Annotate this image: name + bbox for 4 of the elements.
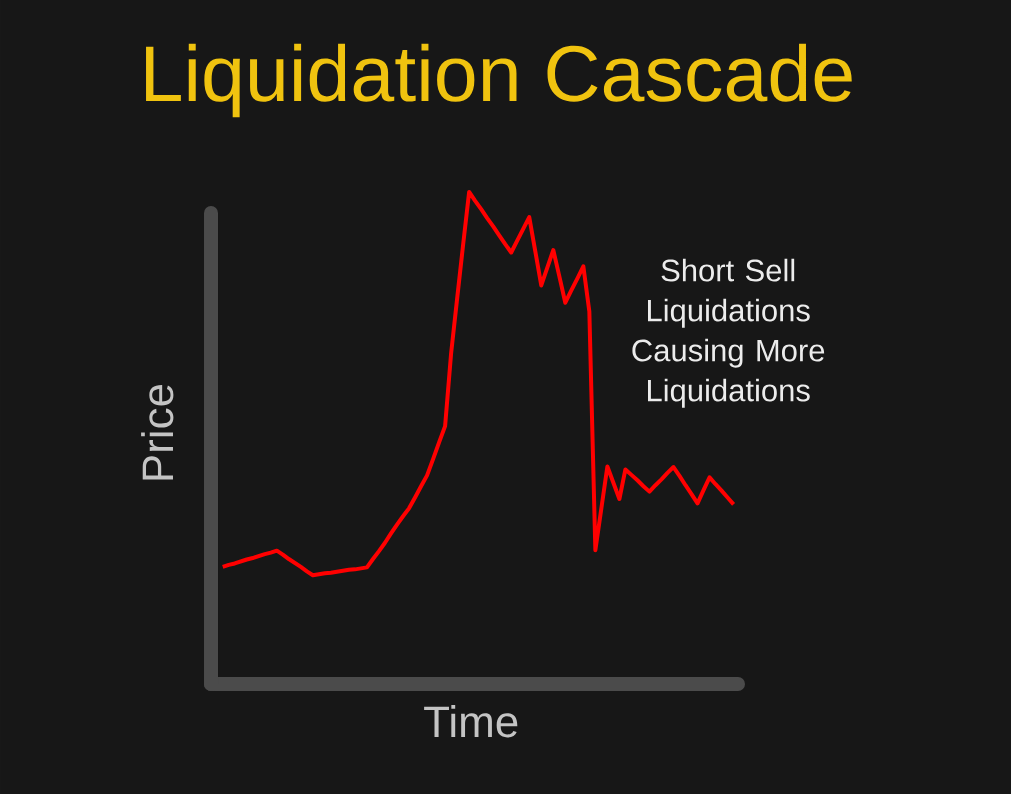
- y-axis-title: Price: [141, 384, 174, 480]
- annotation: Short Sell Liquidations Causing More Liquidations: [632, 258, 825, 408]
- x-axis-title: Time: [424, 705, 518, 738]
- chart-title: Liquidation Cascade: [146, 43, 852, 118]
